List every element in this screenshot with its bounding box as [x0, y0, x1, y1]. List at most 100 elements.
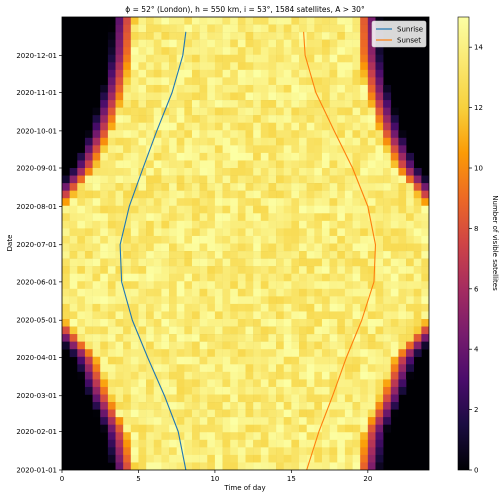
heatmap-cell — [115, 326, 124, 335]
heatmap-cell — [62, 228, 70, 237]
heatmap-cell — [230, 409, 239, 418]
heatmap-cell — [169, 130, 177, 139]
heatmap-cell — [214, 462, 223, 470]
heatmap-cell — [245, 334, 254, 342]
heatmap-cell — [299, 137, 307, 146]
heatmap-cell — [383, 402, 392, 410]
heatmap-cell — [344, 32, 353, 40]
heatmap-cell — [161, 47, 170, 56]
heatmap-cell — [245, 175, 254, 184]
y-tick-label: 2020-11-01 — [16, 89, 57, 97]
heatmap-cell — [383, 92, 392, 101]
heatmap-cell — [69, 228, 78, 237]
heatmap-cell — [253, 145, 262, 154]
heatmap-cell — [169, 417, 177, 425]
heatmap-cell — [153, 334, 162, 342]
heatmap-cell — [383, 258, 392, 267]
heatmap-cell — [176, 432, 185, 441]
heatmap-cell — [138, 273, 147, 282]
heatmap-cell — [199, 349, 208, 358]
heatmap-cell — [344, 69, 353, 78]
heatmap-cell — [344, 319, 353, 327]
heatmap-cell — [413, 281, 422, 290]
heatmap-cell — [191, 258, 200, 267]
heatmap-cell — [352, 326, 361, 335]
heatmap-cell — [169, 379, 177, 388]
heatmap-cell — [130, 198, 139, 207]
heatmap-cell — [344, 379, 353, 388]
heatmap-cell — [367, 454, 376, 463]
heatmap-cell — [107, 130, 116, 139]
heatmap-cell — [344, 220, 353, 229]
heatmap-cell — [406, 228, 415, 237]
heatmap-cell — [207, 39, 216, 48]
heatmap-cell — [130, 258, 139, 267]
heatmap-cell — [337, 409, 346, 418]
heatmap-cell — [92, 205, 101, 214]
heatmap-cell — [329, 228, 338, 237]
heatmap-cell — [176, 258, 185, 267]
heatmap-cell — [84, 220, 93, 229]
heatmap-cell — [390, 258, 399, 267]
heatmap-cell — [199, 92, 208, 101]
heatmap-cell — [360, 364, 369, 373]
heatmap-cell — [299, 54, 307, 63]
heatmap-cell — [291, 235, 300, 244]
heatmap-cell — [390, 183, 399, 191]
heatmap-cell — [146, 220, 155, 229]
heatmap-cell — [161, 454, 170, 463]
heatmap-cell — [214, 341, 223, 350]
heatmap-cell — [130, 266, 139, 274]
heatmap-cell — [138, 32, 147, 40]
heatmap-cell — [237, 303, 246, 312]
heatmap-cell — [191, 107, 200, 116]
heatmap-cell — [367, 54, 376, 63]
heatmap-cell — [299, 198, 307, 207]
heatmap-cell — [260, 62, 269, 71]
heatmap-cell — [92, 341, 101, 350]
heatmap-cell — [230, 379, 239, 388]
heatmap-cell — [367, 92, 376, 101]
heatmap-cell — [253, 92, 262, 101]
heatmap-cell — [329, 107, 338, 116]
heatmap-cell — [77, 288, 86, 297]
heatmap-cell — [69, 281, 78, 290]
heatmap-cell — [337, 379, 346, 388]
heatmap-cell — [375, 168, 384, 176]
heatmap-cell — [169, 454, 177, 463]
heatmap-cell — [146, 92, 155, 101]
heatmap-cell — [276, 243, 285, 252]
heatmap-cell — [245, 402, 254, 410]
heatmap-cell — [299, 152, 307, 161]
heatmap-cell — [84, 288, 93, 297]
heatmap-cell — [199, 122, 208, 131]
heatmap-cell — [375, 371, 384, 380]
heatmap-cell — [253, 364, 262, 373]
heatmap-cell — [344, 100, 353, 108]
heatmap-cell — [77, 273, 86, 282]
heatmap-cell — [421, 319, 429, 327]
heatmap-cell — [344, 371, 353, 380]
heatmap-cell — [337, 17, 346, 25]
heatmap-cell — [245, 92, 254, 101]
heatmap-cell — [169, 432, 177, 441]
heatmap-cell — [268, 54, 277, 63]
heatmap-cell — [62, 326, 70, 335]
heatmap-cell — [375, 349, 384, 358]
heatmap-cell — [62, 175, 70, 184]
heatmap-cell — [123, 394, 132, 403]
heatmap-cell — [260, 386, 269, 395]
heatmap-cell — [367, 349, 376, 358]
heatmap-cell — [191, 334, 200, 342]
heatmap-cell — [191, 220, 200, 229]
heatmap-cell — [383, 349, 392, 358]
heatmap-cell — [176, 39, 185, 48]
heatmap-cell — [130, 122, 139, 131]
heatmap-cell — [253, 288, 262, 297]
heatmap-cell — [100, 394, 109, 403]
heatmap-cell — [276, 319, 285, 327]
heatmap-cell — [291, 39, 300, 48]
heatmap-cell — [375, 122, 384, 131]
heatmap-cell — [62, 334, 70, 342]
heatmap-cell — [176, 145, 185, 154]
